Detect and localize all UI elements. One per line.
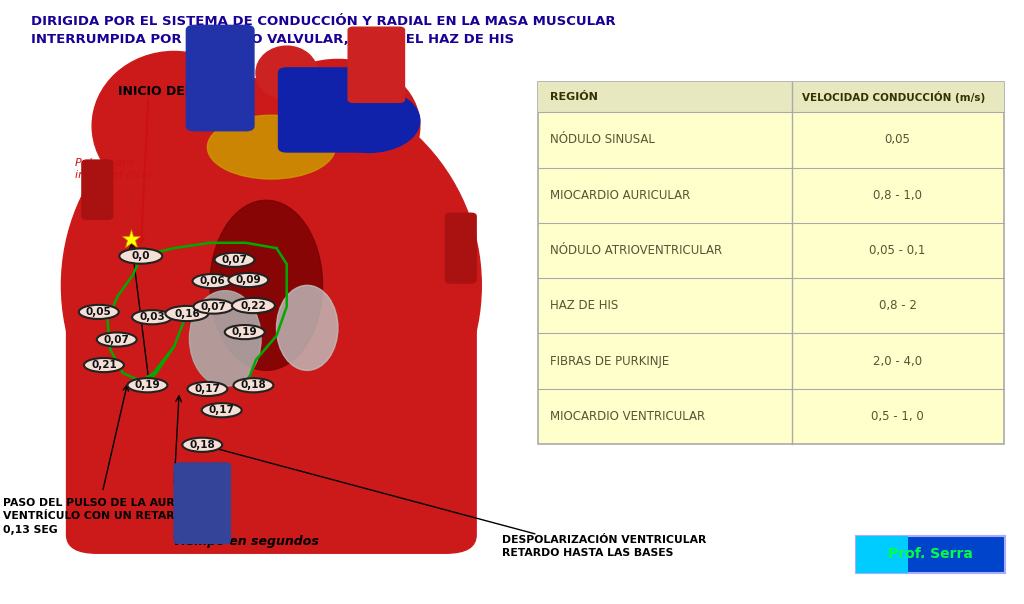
- Ellipse shape: [233, 378, 273, 393]
- Text: 0,22: 0,22: [241, 301, 266, 310]
- Ellipse shape: [317, 89, 420, 152]
- Text: REGIÓN: REGIÓN: [550, 92, 598, 102]
- Text: 0,16: 0,16: [174, 309, 200, 318]
- Text: HAZ DE HIS: HAZ DE HIS: [550, 299, 618, 312]
- FancyBboxPatch shape: [445, 213, 476, 283]
- Text: VELOCIDAD CONDUCCIÓN (m/s): VELOCIDAD CONDUCCIÓN (m/s): [802, 91, 985, 103]
- Text: 0,18: 0,18: [241, 381, 266, 390]
- Text: Prof. Serra: Prof. Serra: [888, 547, 973, 562]
- Text: 0,09: 0,09: [236, 275, 261, 285]
- Ellipse shape: [256, 46, 317, 99]
- Ellipse shape: [202, 403, 242, 417]
- Text: 0,0: 0,0: [131, 251, 151, 261]
- Text: 0,03: 0,03: [139, 312, 165, 322]
- Text: Tiempo en segundos: Tiempo en segundos: [173, 535, 318, 548]
- Text: NÓDULO SINUSAL: NÓDULO SINUSAL: [550, 133, 654, 147]
- Ellipse shape: [92, 51, 256, 201]
- Text: FIBRAS DE PURKINJE: FIBRAS DE PURKINJE: [550, 355, 669, 368]
- FancyBboxPatch shape: [279, 68, 367, 152]
- Text: 0,07: 0,07: [221, 255, 248, 265]
- Text: 0,18: 0,18: [189, 440, 215, 450]
- Ellipse shape: [194, 300, 233, 313]
- Text: MIOCARDIO AURICULAR: MIOCARDIO AURICULAR: [550, 188, 690, 202]
- Text: 0,8 - 2: 0,8 - 2: [879, 299, 916, 312]
- FancyBboxPatch shape: [174, 463, 230, 544]
- Text: 0,5 - 1, 0: 0,5 - 1, 0: [871, 410, 924, 423]
- Ellipse shape: [225, 325, 264, 339]
- Ellipse shape: [132, 310, 172, 324]
- Text: Pulsa para
iniciar el ciclo: Pulsa para iniciar el ciclo: [75, 158, 151, 180]
- FancyBboxPatch shape: [186, 25, 254, 130]
- Ellipse shape: [182, 438, 222, 452]
- Text: INICIO DEL PULSO: INICIO DEL PULSO: [118, 85, 244, 98]
- Ellipse shape: [193, 274, 232, 288]
- Ellipse shape: [61, 78, 481, 493]
- Ellipse shape: [207, 115, 336, 179]
- FancyBboxPatch shape: [348, 27, 404, 102]
- Ellipse shape: [165, 306, 209, 321]
- Text: 0,17: 0,17: [209, 405, 234, 415]
- Text: 0,05 - 0,1: 0,05 - 0,1: [869, 244, 926, 257]
- Text: PASO DEL PULSO DE LA AURÍCULA AL
VENTRÍCULO CON UN RETARDO DE
0,13 SEG: PASO DEL PULSO DE LA AURÍCULA AL VENTRÍC…: [3, 498, 229, 535]
- Ellipse shape: [84, 358, 124, 372]
- Text: DESPOLARIZACIÓN VENTRICULAR
RETARDO HASTA LAS BASES: DESPOLARIZACIÓN VENTRICULAR RETARDO HAST…: [502, 535, 707, 558]
- Ellipse shape: [215, 252, 254, 267]
- Text: 0,21: 0,21: [91, 360, 117, 370]
- Text: DIRIGIDA POR EL SISTEMA DE CONDUCCIÓN Y RADIAL EN LA MASA MUSCULAR: DIRIGIDA POR EL SISTEMA DE CONDUCCIÓN Y …: [31, 15, 615, 28]
- Text: MIOCARDIO VENTRICULAR: MIOCARDIO VENTRICULAR: [550, 410, 705, 423]
- FancyBboxPatch shape: [82, 160, 113, 219]
- Text: 0,05: 0,05: [86, 307, 112, 317]
- Text: INTERRUMPIDA POR EL ANILLO VALVULAR, SALVO EL HAZ DE HIS: INTERRUMPIDA POR EL ANILLO VALVULAR, SAL…: [31, 33, 514, 47]
- Ellipse shape: [210, 201, 323, 370]
- Text: 2,0 - 4,0: 2,0 - 4,0: [873, 355, 922, 368]
- FancyBboxPatch shape: [67, 251, 476, 553]
- Text: 0,8 - 1,0: 0,8 - 1,0: [873, 188, 922, 202]
- Bar: [856, 536, 1005, 573]
- Ellipse shape: [228, 273, 268, 287]
- Ellipse shape: [187, 382, 227, 396]
- Text: 0,17: 0,17: [195, 384, 220, 394]
- Bar: [538, 82, 1004, 444]
- Bar: [856, 536, 908, 573]
- Ellipse shape: [128, 378, 168, 393]
- Text: 0,19: 0,19: [231, 327, 258, 337]
- Ellipse shape: [119, 248, 162, 264]
- Text: 0,07: 0,07: [103, 335, 130, 344]
- Text: 0,19: 0,19: [134, 381, 161, 390]
- Ellipse shape: [231, 298, 274, 313]
- Ellipse shape: [276, 285, 338, 370]
- Text: 0,07: 0,07: [201, 301, 226, 312]
- Ellipse shape: [256, 59, 420, 192]
- Text: 0,06: 0,06: [200, 276, 225, 286]
- Bar: [538, 82, 1004, 112]
- Ellipse shape: [96, 332, 137, 347]
- Text: NÓDULO ATRIOVENTRICULAR: NÓDULO ATRIOVENTRICULAR: [550, 244, 722, 257]
- Ellipse shape: [79, 305, 119, 319]
- Text: 0,05: 0,05: [885, 133, 910, 147]
- Ellipse shape: [189, 291, 261, 387]
